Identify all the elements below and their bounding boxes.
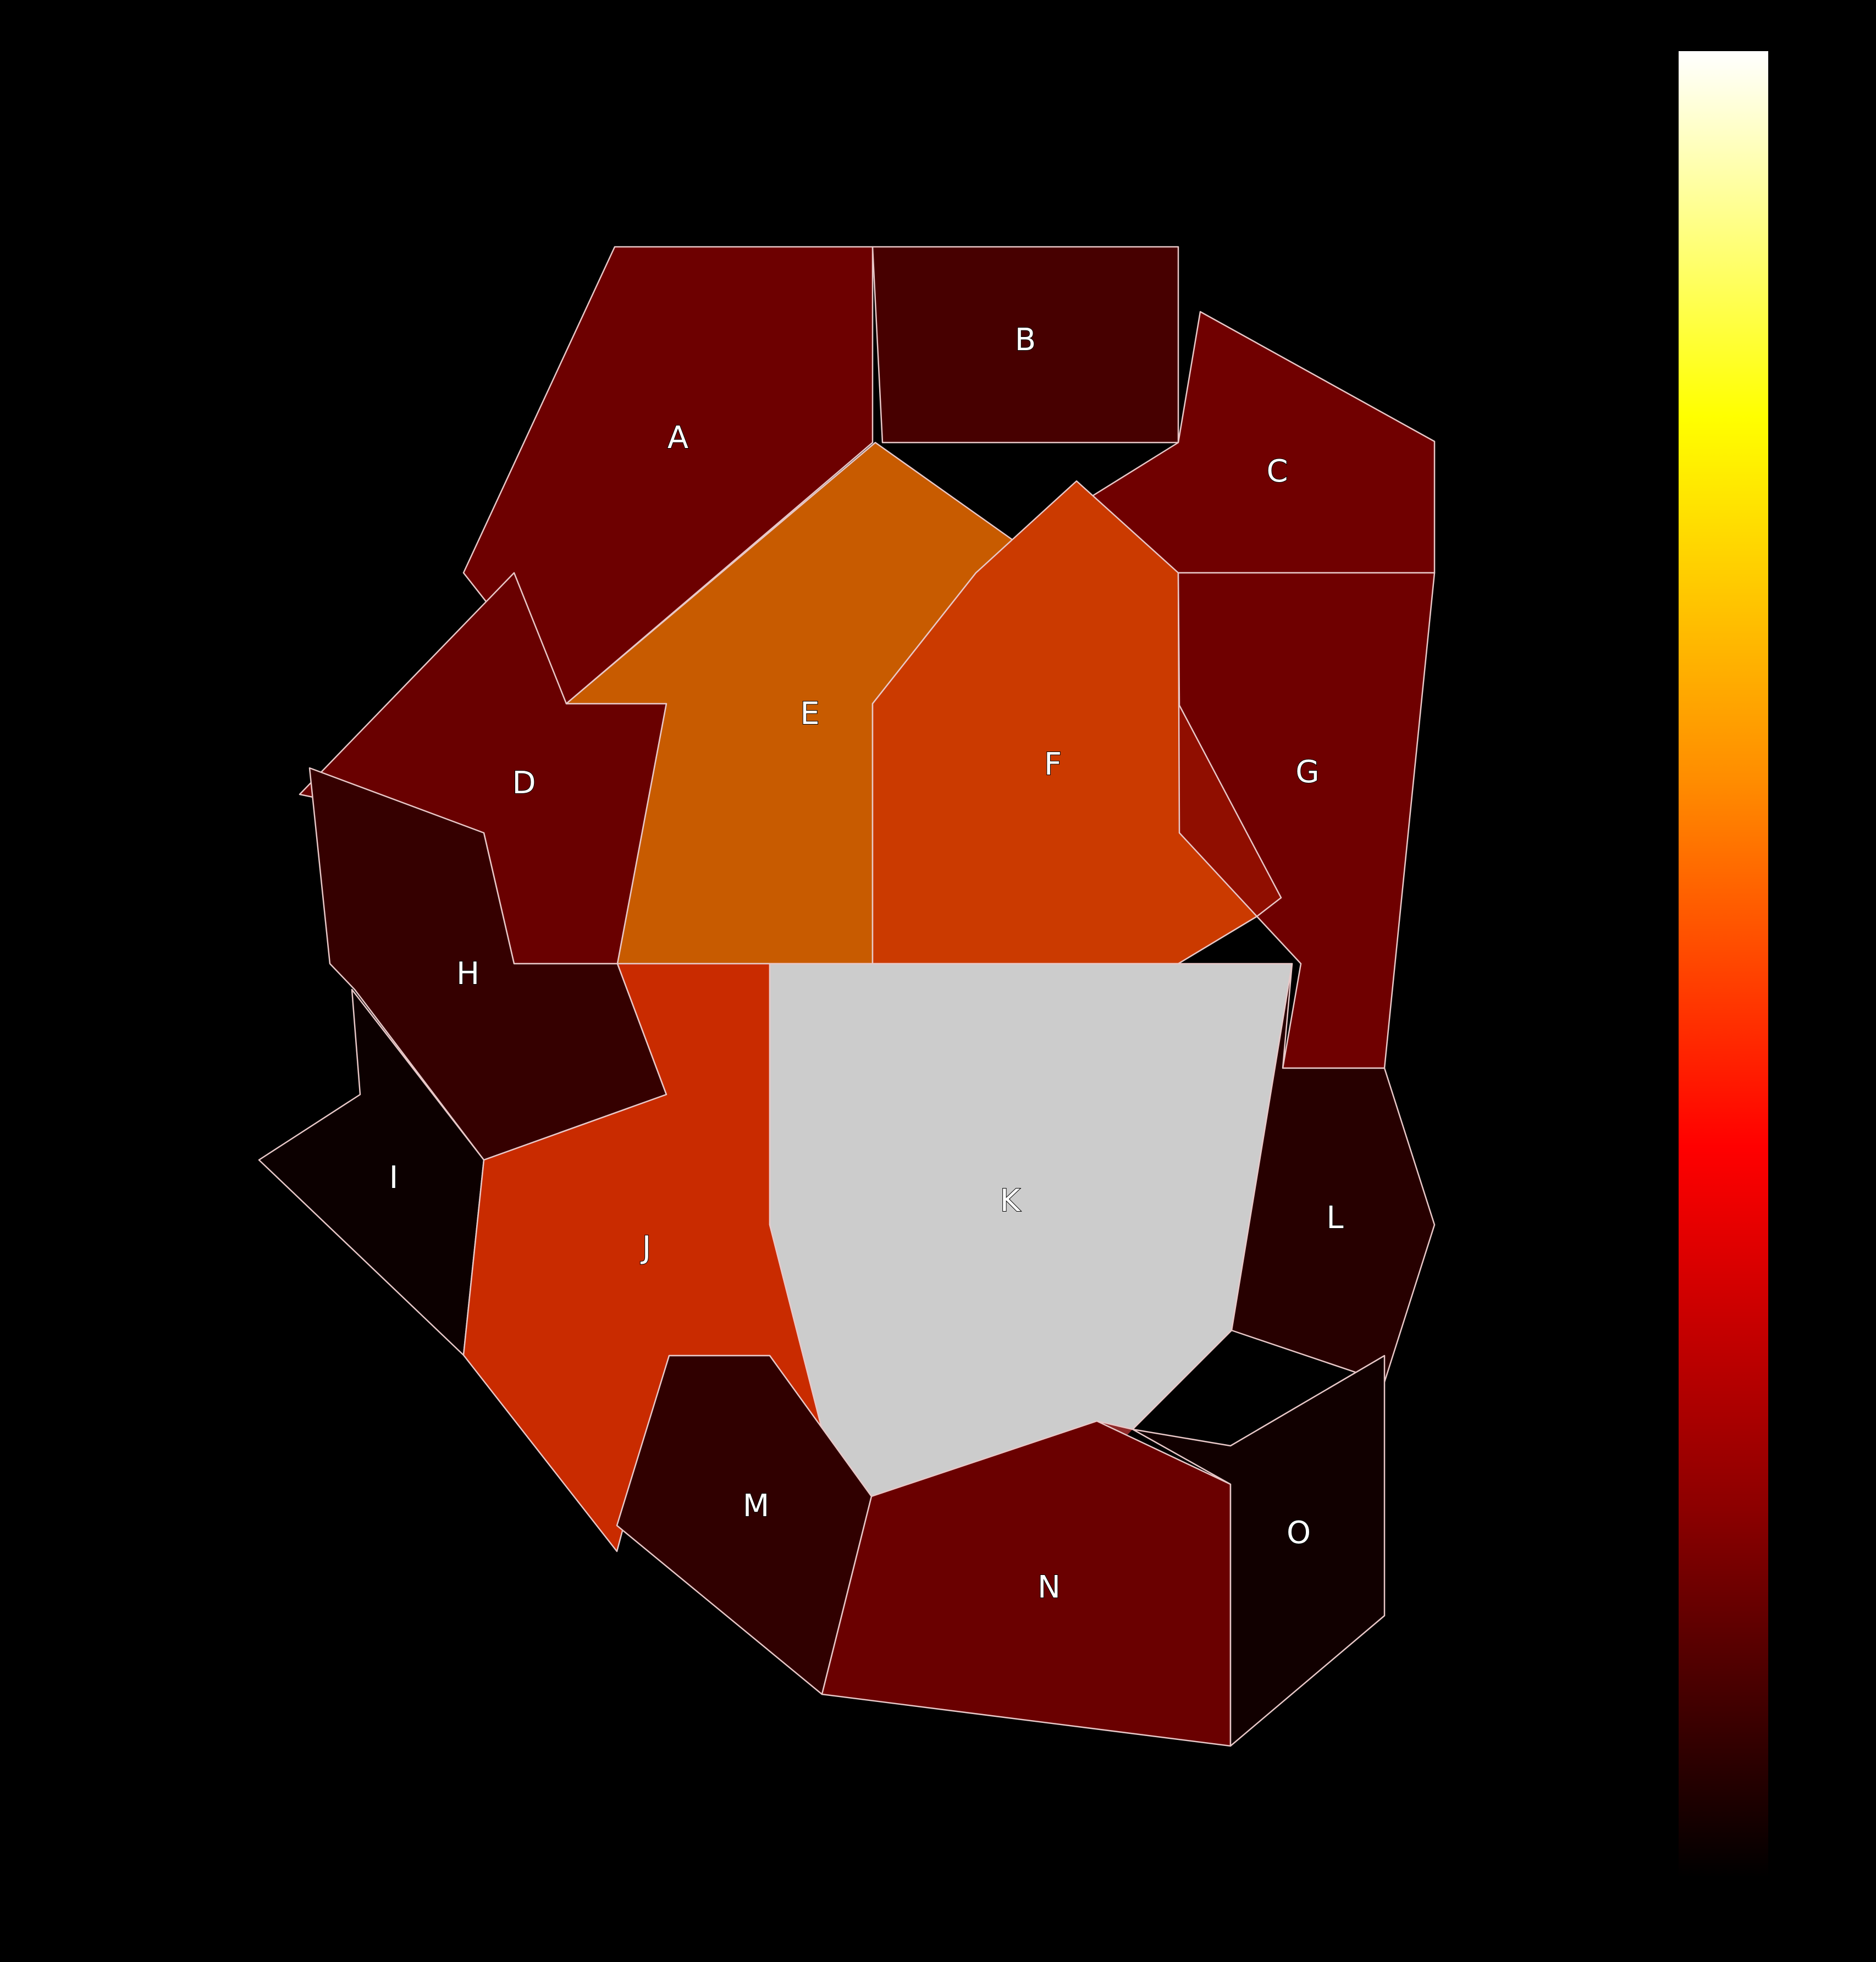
region-label-n: N [1038,1569,1061,1605]
region-label-i: I [389,1160,399,1196]
colorbar [1679,51,1768,1877]
region-o[interactable] [1132,1355,1386,1747]
region-label-h: H [456,956,479,992]
region-label-c: C [1266,454,1288,489]
region-label-j: J [641,1230,652,1265]
regions [258,246,1436,1747]
region-a[interactable] [462,246,874,705]
region-label-a: A [667,420,688,456]
region-label-l: L [1326,1200,1343,1236]
region-label-f: F [1044,747,1062,782]
region-labels: A B C D E F G H I J K L M N O [389,322,1344,1606]
region-label-d: D [512,765,536,801]
region-label-m: M [743,1488,769,1524]
region-label-e: E [800,696,819,732]
overlap-sliver-g-f [1179,705,1281,916]
region-i[interactable] [258,988,485,1356]
region-label-o: O [1287,1515,1311,1551]
region-g[interactable] [1177,572,1436,1069]
region-k[interactable] [769,963,1293,1497]
region-label-k: K [1000,1183,1021,1219]
region-label-b: B [1015,322,1036,358]
region-label-g: G [1295,754,1319,790]
